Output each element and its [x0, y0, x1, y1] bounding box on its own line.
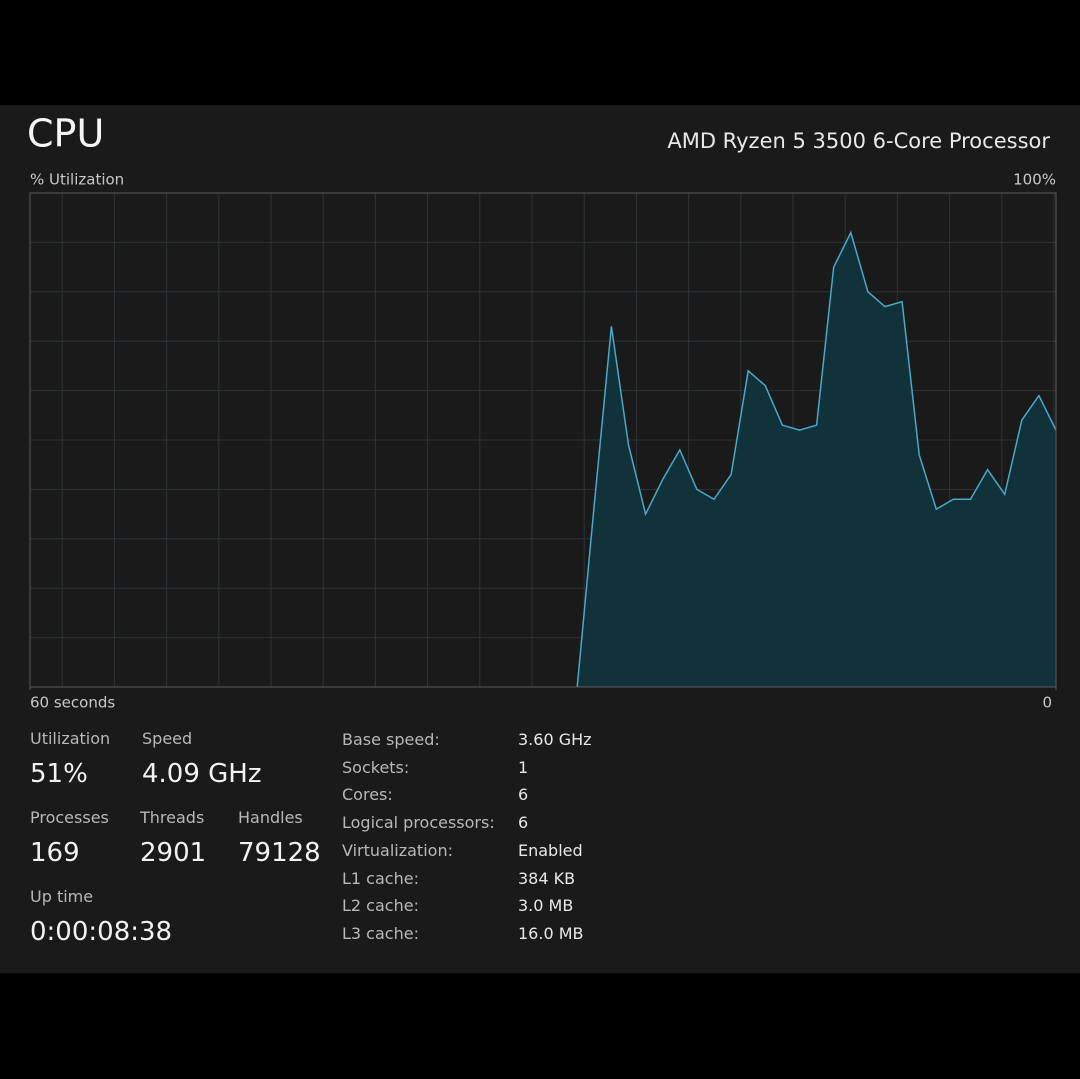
stat-value: 79128: [238, 838, 321, 868]
spec-label: L2 cache:: [342, 896, 419, 916]
spec-value: 1: [518, 757, 529, 777]
utilization-line: [576, 230, 1057, 688]
stat-label: Threads: [140, 808, 205, 827]
stat-label: Up time: [30, 887, 94, 906]
spec-value: 3.0 MB: [518, 896, 574, 916]
spec-label: Cores:: [342, 785, 393, 805]
stat-label: Handles: [238, 808, 303, 827]
stat-value: 4.09 GHz: [142, 759, 262, 789]
spec-label: Virtualization:: [342, 840, 453, 860]
spec-value: 3.60 GHz: [518, 730, 592, 749]
area-fill: [577, 232, 1056, 687]
stat-value: 0:00:08:38: [30, 917, 173, 947]
stat-label: Speed: [142, 729, 193, 748]
processor-name: AMD Ryzen 5 3500 6-Core Processor: [667, 129, 1050, 153]
y-tick-label: 100%: [1013, 171, 1056, 189]
spec-label: L3 cache:: [342, 923, 419, 943]
spec-label: Sockets:: [342, 757, 410, 777]
title: CPU: [27, 112, 104, 156]
stat-value: 51%: [30, 759, 88, 789]
plot-border: [29, 192, 1057, 688]
spec-value: 384 KB: [518, 868, 576, 888]
spec-value: 6: [518, 785, 529, 805]
stat-value: 2901: [140, 838, 207, 868]
y-axis-label: % Utilization: [30, 171, 124, 189]
stat-label: Processes: [30, 808, 109, 827]
spec-value: 6: [518, 813, 529, 833]
stat-value: 169: [30, 838, 80, 868]
spec-value: 16.0 MB: [518, 923, 584, 943]
spec-label: L1 cache:: [342, 868, 419, 888]
spec-value: Enabled: [518, 840, 583, 860]
x-tick-label: 0: [1042, 694, 1052, 712]
x-tick-label: 60 seconds: [30, 694, 115, 712]
stat-label: Utilization: [30, 729, 111, 748]
spec-label: Base speed:: [342, 730, 440, 749]
spec-label: Logical processors:: [342, 813, 495, 833]
